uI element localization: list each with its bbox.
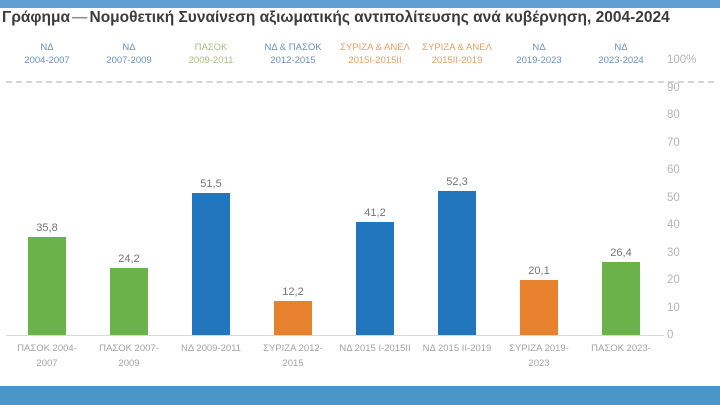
y-axis-tick-label: 0 xyxy=(667,329,674,341)
y-axis-tick-label: 40 xyxy=(667,219,680,231)
government-party: ΝΔ xyxy=(122,42,136,53)
government-years: 2012-2015 xyxy=(270,55,316,67)
government-party: ΝΔ xyxy=(614,42,628,53)
bar-column: 52,3 xyxy=(416,60,498,335)
bottom-accent-strip xyxy=(0,386,720,405)
government-label: ΠΑΣΟΚ 2009-2011 xyxy=(170,41,252,68)
category-label: ΣΥΡΙΖΑ 2012-2015 xyxy=(263,343,323,370)
bar-value-label: 20,1 xyxy=(528,265,550,277)
government-party: ΝΔ & ΠΑΣΟΚ xyxy=(264,42,322,53)
chart-title: Γράφημα — Νομοθετική Συναίνεση αξιωματικής… xyxy=(2,9,718,27)
government-party: ΣΥΡΙΖΑ & ΑΝΕΛ xyxy=(422,42,492,53)
category-label: ΣΥΡΙΖΑ 2019-2023 xyxy=(509,343,569,370)
dashed-separator xyxy=(6,81,714,83)
government-party: ΠΑΣΟΚ xyxy=(194,42,228,53)
government-label: ΣΥΡΙΖΑ & ΑΝΕΛ 2015II-2019 xyxy=(416,41,498,68)
bar-column: 51,5 xyxy=(170,60,252,335)
bar xyxy=(520,280,558,335)
government-label: ΝΔ 2023-2024 xyxy=(580,41,662,68)
government-party: ΝΔ xyxy=(532,42,546,53)
government-years: 2007-2009 xyxy=(106,55,152,67)
bar-value-label: 41,2 xyxy=(364,207,386,219)
top-accent-strip xyxy=(0,0,720,8)
y-axis-tick-label: 70 xyxy=(667,136,680,149)
government-label: ΝΔ & ΠΑΣΟΚ 2012-2015 xyxy=(252,41,334,68)
government-party: ΣΥΡΙΖΑ & ΑΝΕΛ xyxy=(340,42,410,53)
bar xyxy=(356,222,394,335)
bar-column: 12,2 xyxy=(252,60,334,335)
government-party: ΝΔ xyxy=(40,42,54,53)
bar-column: 35,8 xyxy=(6,60,88,335)
bar xyxy=(274,301,312,335)
category-label: ΠΑΣΟΚ 2004-2007 xyxy=(17,343,77,370)
bar-value-label: 35,8 xyxy=(36,222,58,234)
category-label: ΝΔ 2009-2011 xyxy=(180,343,242,354)
y-axis-tick-label: 90 xyxy=(667,81,680,94)
bar-value-label: 12,2 xyxy=(282,286,304,298)
bar-column: 24,2 xyxy=(88,60,170,335)
bar-column: 26,4 xyxy=(580,60,662,335)
bar xyxy=(110,268,148,335)
bar xyxy=(602,262,640,335)
government-label: ΝΔ 2007-2009 xyxy=(88,41,170,68)
category-label: ΠΑΣΟΚ 2007-2009 xyxy=(99,343,159,370)
y-axis-tick-label: 30 xyxy=(667,246,680,259)
y-axis-tick-label: 50 xyxy=(667,191,680,204)
government-years: 2023-2024 xyxy=(598,55,644,67)
government-label-row: ΝΔ 2004-2007 ΝΔ 2007-2009 ΠΑΣΟΚ 2009-2011 ΝΔ &… xyxy=(6,41,662,68)
y-axis-tick-label: 100% xyxy=(667,54,697,66)
y-axis-tick-label: 80 xyxy=(667,109,680,121)
x-axis-line xyxy=(6,335,664,336)
bar-column: 41,2 xyxy=(334,60,416,335)
category-label: ΝΔ 2015 I-2015II xyxy=(339,343,411,354)
bar-value-label: 51,5 xyxy=(200,178,222,190)
category-label: ΠΑΣΟΚ 2023- xyxy=(591,343,651,354)
bar-value-label: 52,3 xyxy=(446,176,468,188)
government-label: ΣΥΡΙΖΑ & ΑΝΕΛ 2015I-2015II xyxy=(334,41,416,68)
government-years: 2004-2007 xyxy=(24,55,70,67)
bar xyxy=(28,237,66,335)
chart-title-prefix: Γράφημα xyxy=(2,9,71,26)
y-axis-tick-label: 60 xyxy=(667,164,680,176)
category-label: ΝΔ 2015 II-2019 xyxy=(422,343,492,354)
category-label-row: ΠΑΣΟΚ 2004-2007 ΠΑΣΟΚ 2007-2009 ΝΔ 2009-20… xyxy=(6,341,662,371)
plot-area: 35,8 24,2 51,5 12,2 41,2 52,3 20,1 26,4 xyxy=(6,60,662,335)
government-years: 2015II-2019 xyxy=(431,55,483,67)
bar-value-label: 26,4 xyxy=(610,247,632,259)
bar-value-label: 24,2 xyxy=(118,253,140,265)
chart-title-main: Νομοθετική Συναίνεση αξιωματικής αντιπολ… xyxy=(89,9,670,26)
bar xyxy=(192,193,230,335)
government-label: ΝΔ 2019-2023 xyxy=(498,41,580,68)
government-years: 2009-2011 xyxy=(188,55,234,67)
bar xyxy=(438,191,476,335)
bar-column: 20,1 xyxy=(498,60,580,335)
y-axis-tick-label: 10 xyxy=(667,301,680,314)
y-axis-tick-label: 20 xyxy=(667,274,680,286)
government-years: 2015I-2015II xyxy=(348,55,402,67)
chart-title-dash: — xyxy=(72,9,88,26)
government-years: 2019-2023 xyxy=(516,55,562,67)
government-label: ΝΔ 2004-2007 xyxy=(6,41,88,68)
